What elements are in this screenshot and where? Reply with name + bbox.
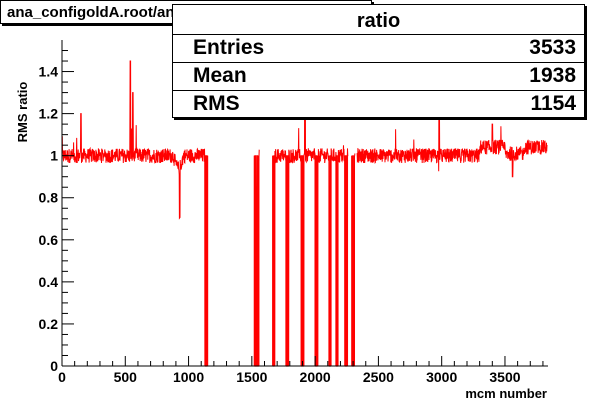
- x-tick-label: 1500: [236, 369, 267, 385]
- stats-separator: [173, 34, 584, 35]
- y-tick-label: 1: [50, 148, 58, 164]
- stats-label-rms: RMS: [193, 92, 240, 115]
- y-tick-label: 1.4: [39, 64, 59, 80]
- stats-row-rms: RMS 1154: [193, 92, 576, 117]
- y-axis-label: RMS ratio: [15, 82, 30, 143]
- x-tick-label: 500: [114, 369, 138, 385]
- plot-area: [61, 39, 548, 367]
- stats-value-rms: 1154: [530, 92, 576, 115]
- stats-row-mean: Mean 1938: [193, 64, 576, 90]
- y-tick-label: 0.8: [39, 190, 59, 206]
- ticks: 0 0.2 0.4 0.6 0.8 1 1.2 1.4 0 500 1000 1500 2000 2500…: [39, 50, 544, 385]
- x-tick-label: 3500: [489, 369, 520, 385]
- x-tick-label: 0: [58, 369, 66, 385]
- y-tick-label: 0.4: [39, 274, 59, 290]
- x-tick-label: 1000: [173, 369, 204, 385]
- y-tick-label: 1.2: [39, 106, 59, 122]
- stats-title: ratio: [356, 10, 401, 32]
- stats-box: ratio Entries 3533 Mean 1938 RMS 1154: [172, 4, 585, 118]
- y-tick-label: 0.6: [39, 232, 59, 248]
- x-tick-label: 2000: [300, 369, 331, 385]
- y-tick-label: 0: [50, 358, 58, 374]
- stats-value-entries: 3533: [529, 36, 576, 59]
- stats-row-entries: Entries 3533: [193, 36, 576, 62]
- x-axis-label: mcm number: [465, 386, 547, 401]
- stats-separator: [173, 62, 584, 63]
- stats-label-entries: Entries: [193, 36, 265, 59]
- stats-value-mean: 1938: [529, 64, 576, 87]
- x-tick-label: 3000: [426, 369, 457, 385]
- x-tick-label: 2500: [363, 369, 394, 385]
- y-tick-label: 0.2: [39, 316, 59, 332]
- stats-separator: [173, 90, 584, 91]
- stats-label-mean: Mean: [193, 64, 247, 87]
